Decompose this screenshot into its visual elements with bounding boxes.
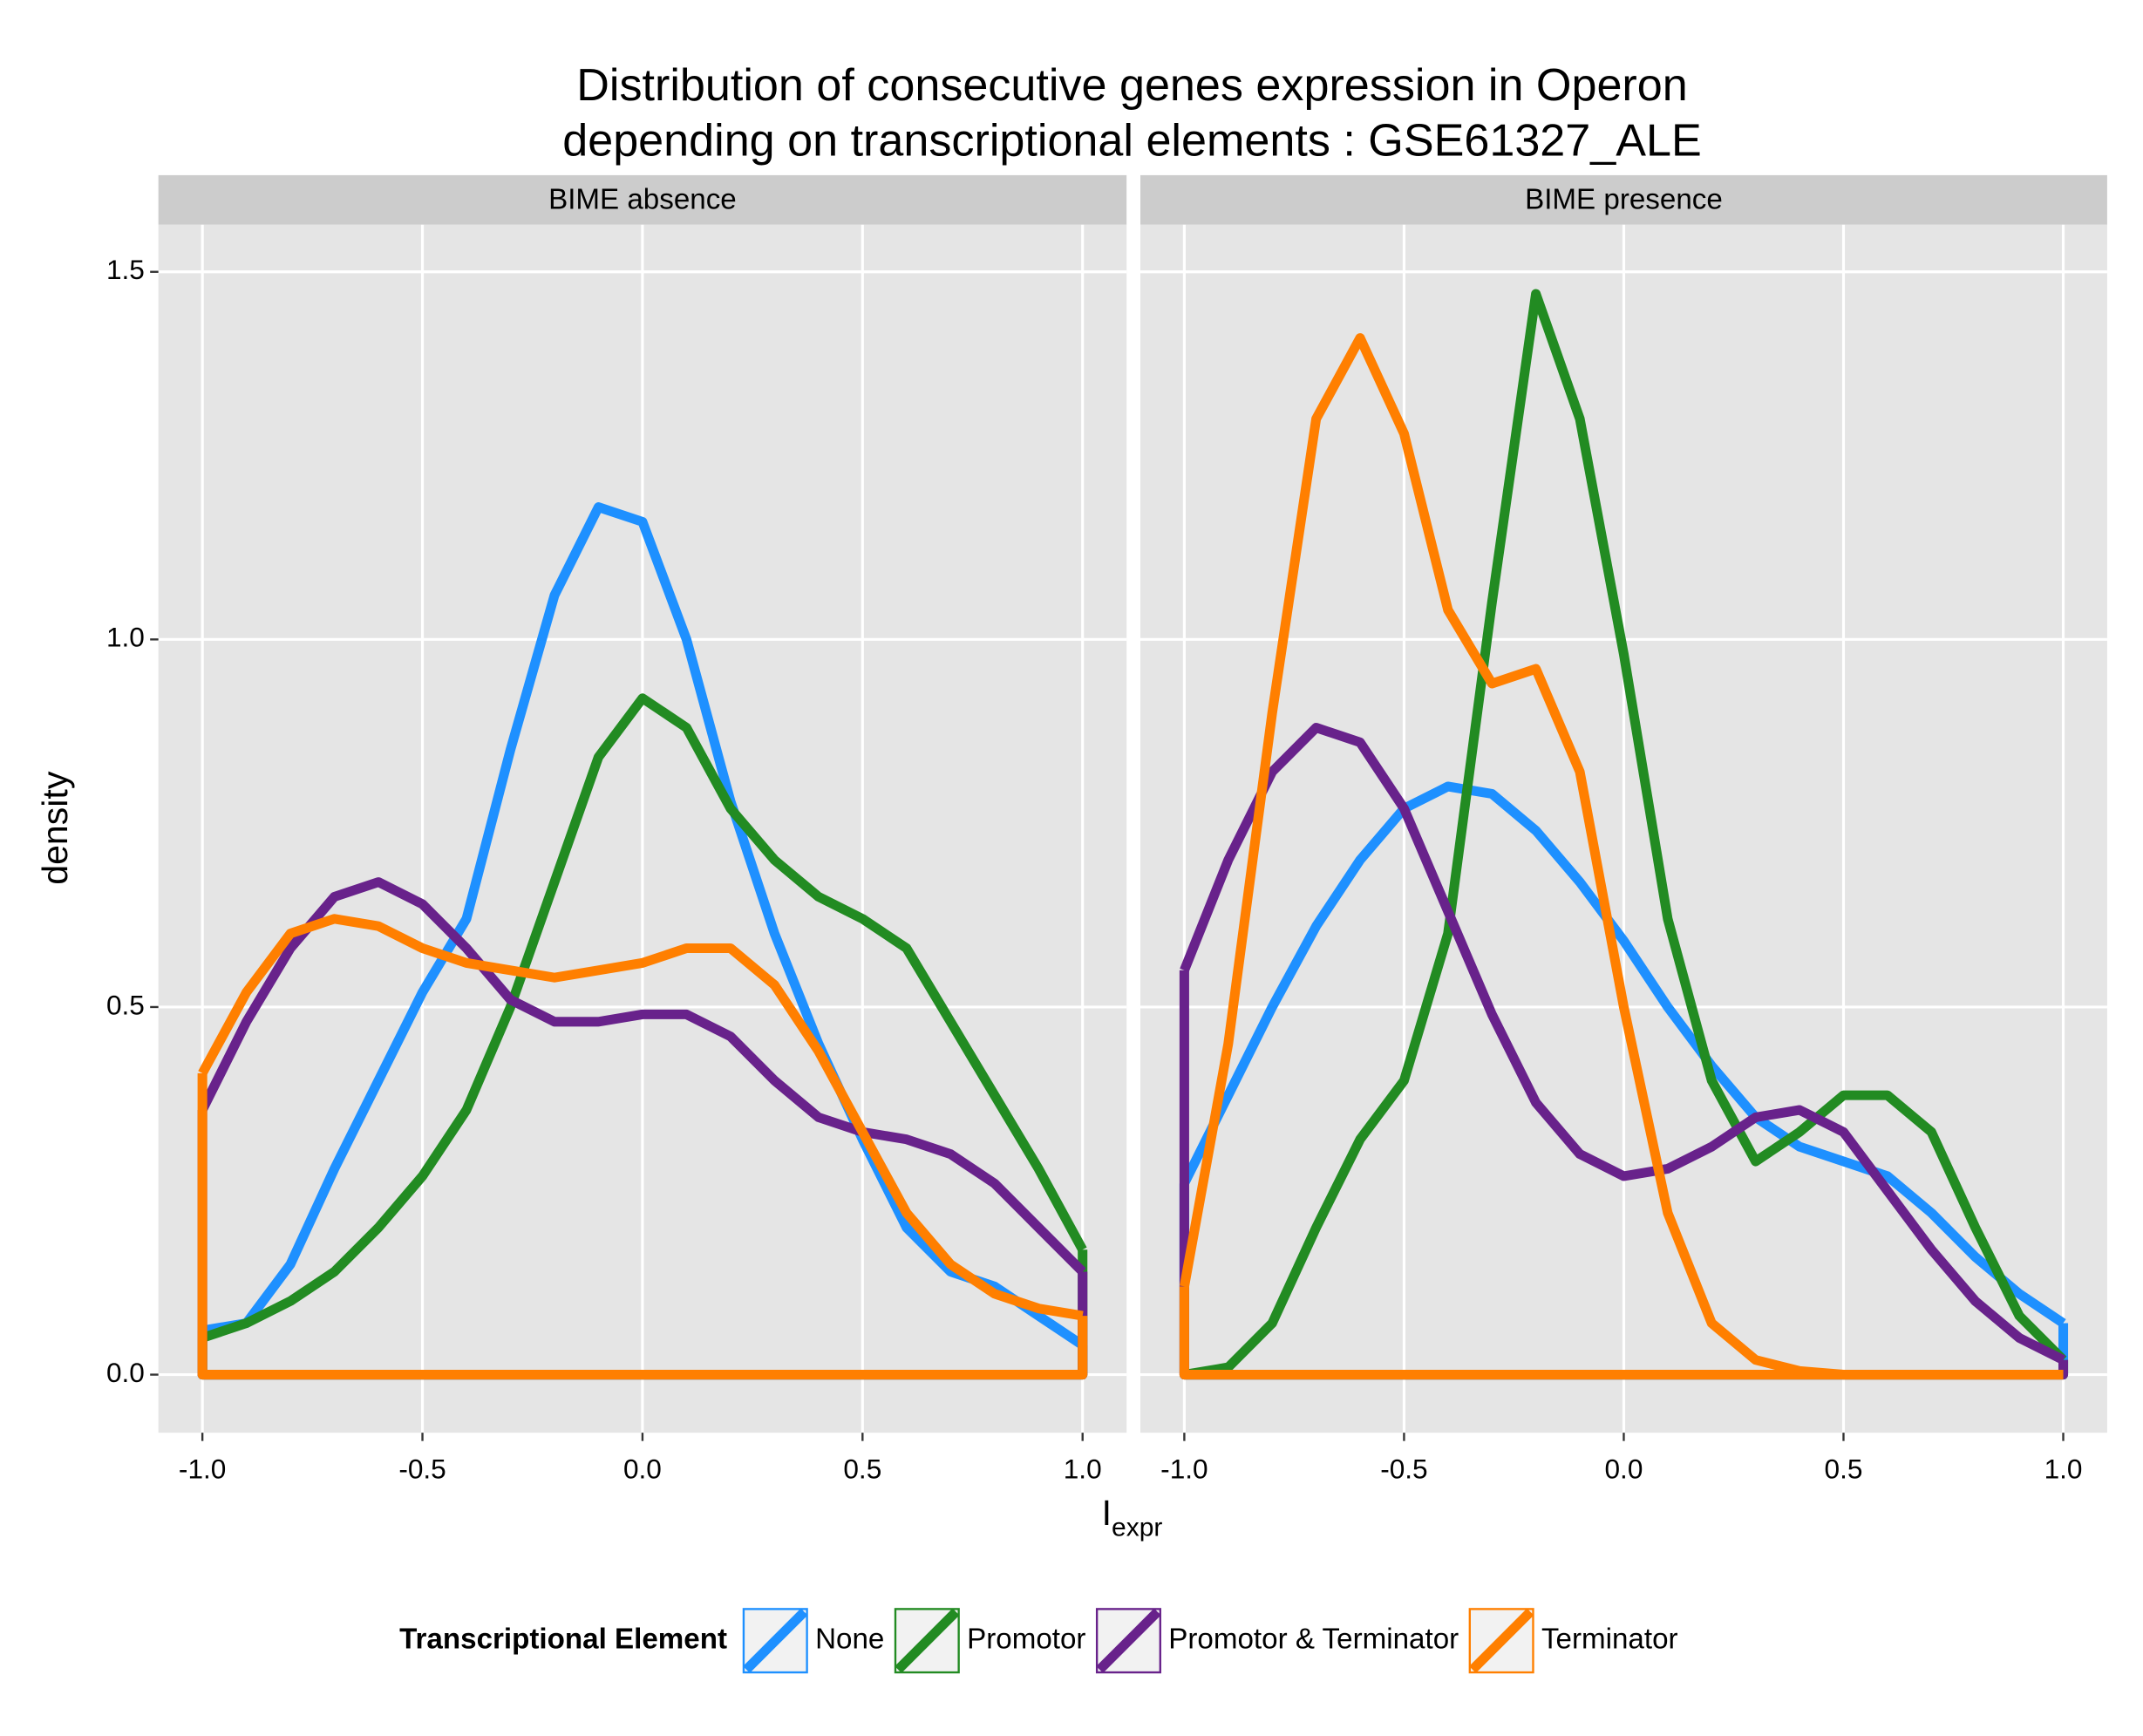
strip: [158, 174, 1127, 225]
density-curve: None: [1180, 781, 2066, 1328]
density-base: [1179, 1286, 2064, 1380]
y-tick-label: 0.0: [106, 1357, 145, 1388]
panel: BIME presence -1.0 -0.5 0.0 0.5 1.0 NonePromot…: [1140, 174, 2107, 1485]
x-label-main: I: [1102, 1493, 1112, 1533]
legend-key-line: [1096, 1608, 1161, 1673]
strip: [1140, 174, 2107, 225]
y-axis-label: density: [35, 771, 75, 885]
x-tick-label: -1.0: [179, 1453, 226, 1485]
density-curve: Promotor & Terminator: [198, 877, 1086, 1276]
legend-key-line: [743, 1608, 808, 1673]
x-tick-label: 1.0: [1064, 1453, 1102, 1485]
density-curve: Promotor & Terminator: [1180, 723, 2065, 1365]
panel: BIME absence 0.0 0.5 1.0 1.5 -1.0 -0.5 0.0 0.5 1.…: [106, 174, 1127, 1485]
legend-label: None: [815, 1623, 884, 1655]
x-axis-label: Iexpr: [1102, 1493, 1163, 1542]
x-tick-label: -0.5: [1380, 1453, 1427, 1485]
x-tick-label: 0.5: [843, 1453, 881, 1485]
legend: Transcriptional Element None Promotor Prom…: [399, 1608, 1678, 1674]
y-tick-label: 1.0: [106, 622, 145, 653]
x-tick-label: -0.5: [398, 1453, 446, 1485]
x-tick-label: 0.0: [623, 1453, 662, 1485]
legend-label: Terminator: [1541, 1623, 1678, 1655]
x-tick-label: 1.0: [2044, 1453, 2083, 1485]
x-tick-label: 0.5: [1825, 1453, 1863, 1485]
legend-title: Transcriptional Element: [399, 1623, 727, 1655]
density-curve: Terminator: [1179, 333, 2064, 1380]
density-base: [197, 1072, 1088, 1380]
density-curve: Promotor: [1183, 289, 2067, 1380]
x-tick-label: -1.0: [1160, 1453, 1208, 1485]
legend-key-line: [895, 1608, 960, 1673]
strip-label: BIME absence: [548, 184, 737, 216]
strip-label: BIME presence: [1525, 184, 1723, 216]
title-line: Distribution of consecutive genes expres…: [576, 60, 1687, 111]
y-tick-label: 0.5: [106, 989, 145, 1020]
legend-key-line: [1469, 1608, 1534, 1673]
density-curve: None: [201, 502, 1085, 1350]
y-tick-label: 1.5: [106, 254, 145, 285]
legend-label: Promotor: [967, 1623, 1085, 1655]
density-curve: Terminator: [198, 914, 1084, 1321]
x-tick-label: 0.0: [1605, 1453, 1643, 1485]
x-label-subscript: expr: [1112, 1514, 1162, 1542]
title-line: depending on transcriptional elements : …: [562, 115, 1702, 166]
density-curve: Promotor: [201, 693, 1087, 1343]
legend-label: Promotor & Terminator: [1168, 1623, 1459, 1655]
